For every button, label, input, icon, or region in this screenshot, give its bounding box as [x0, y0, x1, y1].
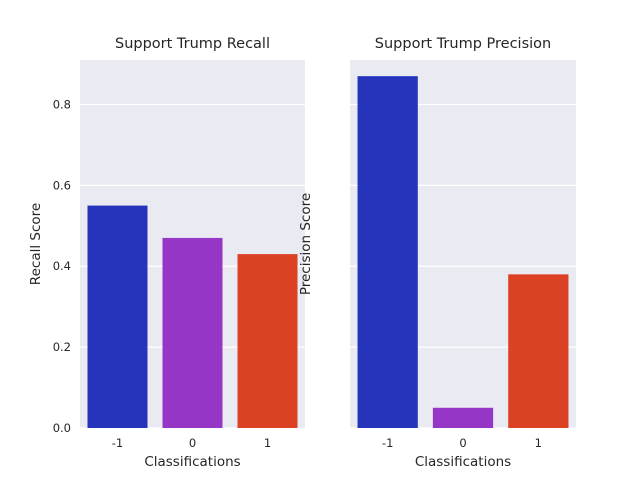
precision-bar--1 — [357, 76, 418, 428]
precision-y-axis-label: Precision Score — [298, 193, 314, 295]
recall-ytick-label: 0.6 — [53, 178, 71, 192]
precision-chart-title: Support Trump Precision — [375, 36, 551, 52]
recall-ytick-label: 0.2 — [53, 340, 71, 354]
recall-bar-1 — [237, 254, 298, 428]
recall-xtick-label: 1 — [264, 436, 271, 450]
precision-chart: -1 0 1 Support Trump Precision Classificatio… — [298, 36, 576, 470]
recall-ytick-label: 0.8 — [53, 97, 71, 111]
recall-xtick-label: -1 — [112, 436, 123, 450]
precision-x-axis-label: Classifications — [415, 454, 511, 470]
precision-bar-0 — [432, 407, 494, 428]
recall-x-axis-label: Classifications — [144, 454, 240, 470]
recall-ytick-label: 0.4 — [53, 259, 71, 273]
recall-bar-0 — [162, 237, 223, 428]
precision-bar-1 — [508, 274, 569, 428]
precision-xtick-label: 1 — [535, 436, 542, 450]
recall-chart-title: Support Trump Recall — [115, 36, 270, 52]
precision-xtick-label: 0 — [459, 436, 466, 450]
recall-y-axis-label: Recall Score — [28, 203, 44, 285]
recall-ytick-label: 0.0 — [53, 421, 71, 435]
recall-bar--1 — [87, 205, 148, 428]
precision-xtick-label: -1 — [382, 436, 393, 450]
recall-xtick-label: 0 — [189, 436, 196, 450]
recall-chart: 0.0 0.2 0.4 0.6 0.8 -1 0 1 Support Trump Recall C… — [28, 36, 305, 470]
